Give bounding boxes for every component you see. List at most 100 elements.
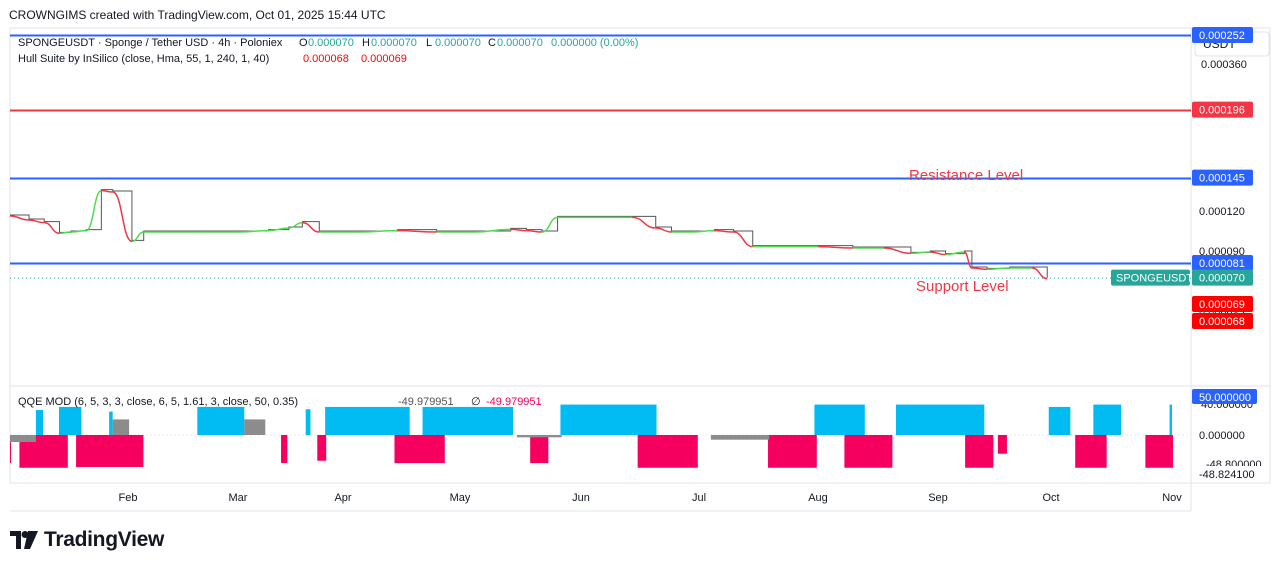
- hull-segment: [268, 227, 289, 232]
- qqe-bar-up: [896, 404, 985, 435]
- hull-segment: [930, 251, 946, 256]
- qqe-bar-down: [394, 435, 445, 464]
- hull-segment: [9, 215, 30, 221]
- hull-segment: [510, 228, 527, 232]
- ohlc-change: 0.000000 (0.00%): [551, 37, 638, 49]
- hull-segment: [655, 227, 672, 233]
- ohlc-value: 0.000070: [371, 37, 417, 49]
- time-tick: Aug: [808, 492, 828, 504]
- last-price-text: 0.000070: [1199, 273, 1245, 285]
- hull-segment: [632, 216, 656, 229]
- symbol-tag-box: [1111, 269, 1190, 286]
- hull-segment: [397, 229, 437, 233]
- hull-segment: [44, 221, 60, 235]
- hull-label-box: [1192, 313, 1253, 329]
- qqe-bar-down: [530, 435, 549, 464]
- hull-segment: [112, 191, 133, 243]
- hull-segment: [526, 229, 542, 233]
- resistance-annotation: Resistance Level: [909, 167, 1023, 184]
- qqe-legend[interactable]: QQE MOD (6, 5, 3, 3, close, 6, 5, 1.61, …: [18, 396, 298, 408]
- qqe-bar-down: [281, 435, 288, 464]
- qqe-bar-down: [768, 435, 817, 468]
- time-tick: Nov: [1162, 492, 1182, 504]
- ohlc-value: 0.000070: [435, 37, 481, 49]
- ohlc-key: H: [362, 37, 370, 49]
- time-tick: May: [450, 492, 471, 504]
- qqe-legend-v2: -49.979951: [398, 396, 454, 408]
- time-tick: Mar: [229, 492, 248, 504]
- hull-label-text: 0.000068: [1199, 316, 1245, 328]
- hull-label-text: 0.000069: [1199, 299, 1245, 311]
- qqe-bar-up: [305, 409, 311, 435]
- qqe-bar-down: [1145, 435, 1172, 468]
- qqe-lower-box: [1195, 466, 1268, 481]
- ohlc-value: 0.000070: [497, 37, 543, 49]
- hull-label-box: [1192, 296, 1253, 312]
- qqe-bar-down: [317, 435, 327, 461]
- qqe-bar-down: [965, 435, 994, 468]
- hull-segment: [971, 267, 987, 271]
- qqe-bar-up: [35, 410, 44, 435]
- support-annotation: Support Level: [916, 278, 1009, 295]
- qqe-bar-up: [325, 406, 410, 435]
- qqe-bar-down: [997, 435, 1007, 454]
- level-label-box: [1192, 27, 1253, 43]
- qqe-bar-down: [844, 435, 893, 468]
- qqe-bar-neutral: [244, 419, 266, 435]
- hull-segment: [541, 216, 558, 233]
- partial-tick-top: 0.000360: [1201, 59, 1247, 71]
- ohlc-key: L: [426, 37, 432, 49]
- hull-segment: [85, 189, 102, 232]
- qqe-bar-up: [197, 406, 245, 435]
- hull-segment: [131, 231, 144, 243]
- qqe-bar-up: [1169, 404, 1172, 435]
- level-label-text: 0.000145: [1199, 173, 1245, 185]
- qqe-bar-up: [1093, 404, 1122, 435]
- qqe-bar-down: [1075, 435, 1107, 468]
- hull-segment: [288, 221, 303, 229]
- hull-segment: [475, 228, 511, 233]
- level-label-box: [1192, 255, 1253, 271]
- last-price-box: [1192, 269, 1253, 286]
- hull-segment: [883, 247, 911, 255]
- hull-segment: [714, 229, 734, 233]
- symbol-tag-text: SPONGEUSDT: [1116, 273, 1193, 285]
- qqe-bar-up: [560, 404, 657, 435]
- hull-segment: [964, 251, 973, 269]
- hull-segment: [237, 229, 269, 233]
- hull-segment: [358, 229, 398, 233]
- qqe-legend-v3: -49.979951: [486, 396, 542, 408]
- time-tick: Jun: [572, 492, 590, 504]
- ohlc-value: 0.000070: [308, 37, 354, 49]
- hull-segment: [945, 251, 965, 256]
- hull-legend-v2: 0.000069: [361, 53, 407, 65]
- hull-segment: [986, 267, 1010, 271]
- qqe-bar-up: [422, 406, 514, 435]
- qqe-bar-neutral: [10, 435, 36, 443]
- hull-segment: [1032, 267, 1048, 280]
- level-label-box: [1192, 169, 1253, 186]
- tradingview-logo: TradingView: [10, 528, 164, 552]
- chart-header-text: CROWNGIMS created with TradingView.com, …: [9, 8, 386, 22]
- tradingview-logo-icon: [10, 531, 38, 549]
- hull-segment: [29, 219, 45, 224]
- time-tick: Jul: [692, 492, 706, 504]
- time-tick: Oct: [1042, 492, 1059, 504]
- hull-segment: [817, 245, 853, 249]
- hull-legend-v1: 0.000068: [303, 53, 349, 65]
- hull-legend[interactable]: Hull Suite by InSilico (close, Hma, 55, …: [18, 53, 269, 65]
- level-label-text: 0.000252: [1199, 30, 1245, 42]
- qqe-lower-text: -48.824100: [1199, 469, 1255, 481]
- hull-segment: [733, 231, 753, 248]
- qqe-bar-neutral: [710, 435, 770, 440]
- hull-segment: [59, 231, 71, 235]
- qqe-bar-up: [1048, 406, 1071, 435]
- symbol-legend[interactable]: SPONGEUSDT · Sponge / Tether USD · 4h · …: [18, 37, 283, 49]
- qqe-bar-up: [58, 406, 82, 435]
- time-tick: Apr: [334, 492, 351, 504]
- level-label-text: 0.000081: [1199, 258, 1245, 270]
- hull-segment: [302, 221, 320, 233]
- qqe-bar-neutral: [112, 419, 130, 435]
- qqe-upper-box: [1192, 389, 1257, 404]
